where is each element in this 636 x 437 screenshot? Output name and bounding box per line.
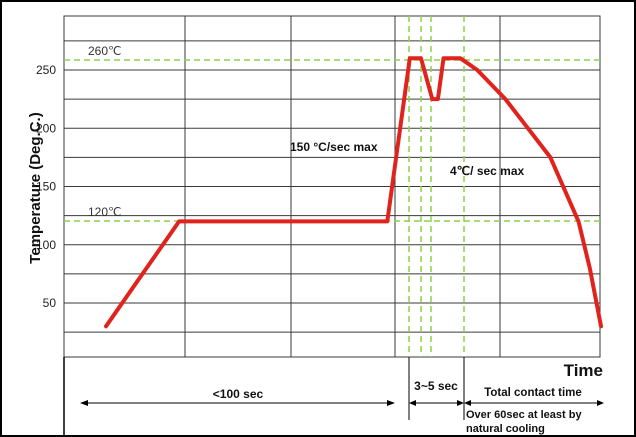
horizontal-gridlines (64, 40, 600, 333)
ramp-rate-annotation: 150 °C/sec max (290, 140, 378, 154)
cooling-rate-annotation: 4℃/ sec max (450, 164, 525, 178)
y-tick-label: 250 (36, 63, 56, 77)
y-tick-label: 200 (36, 121, 56, 135)
label-120: 120℃ (88, 205, 122, 219)
y-axis-label: Temperature (Deg.C.) (27, 112, 44, 263)
vertical-gridlines (184, 16, 501, 357)
segment-arrow-100sec (80, 400, 395, 406)
segment-note-line-2: natural cooling (466, 423, 545, 435)
segment-note-line-1: Over 60sec at least by (466, 409, 582, 421)
segment-arrow-3-5sec (409, 400, 464, 406)
temperature-profile-line (104, 56, 603, 329)
segment-label-total-contact: Total contact time (484, 387, 582, 399)
y-tick-label: 150 (36, 180, 56, 194)
x-axis-label: Time (564, 361, 603, 380)
guide-lines (64, 16, 600, 357)
segment-arrow-total-contact (464, 400, 604, 406)
label-260: 260℃ (88, 44, 122, 58)
y-tick-labels: 50 100 150 200 250 (36, 63, 56, 310)
segment-label-3-5sec: 3~5 sec (414, 379, 458, 393)
y-tick-label: 50 (43, 296, 57, 310)
y-tick-label: 100 (36, 238, 56, 252)
segment-label-100sec: <100 sec (213, 387, 264, 401)
